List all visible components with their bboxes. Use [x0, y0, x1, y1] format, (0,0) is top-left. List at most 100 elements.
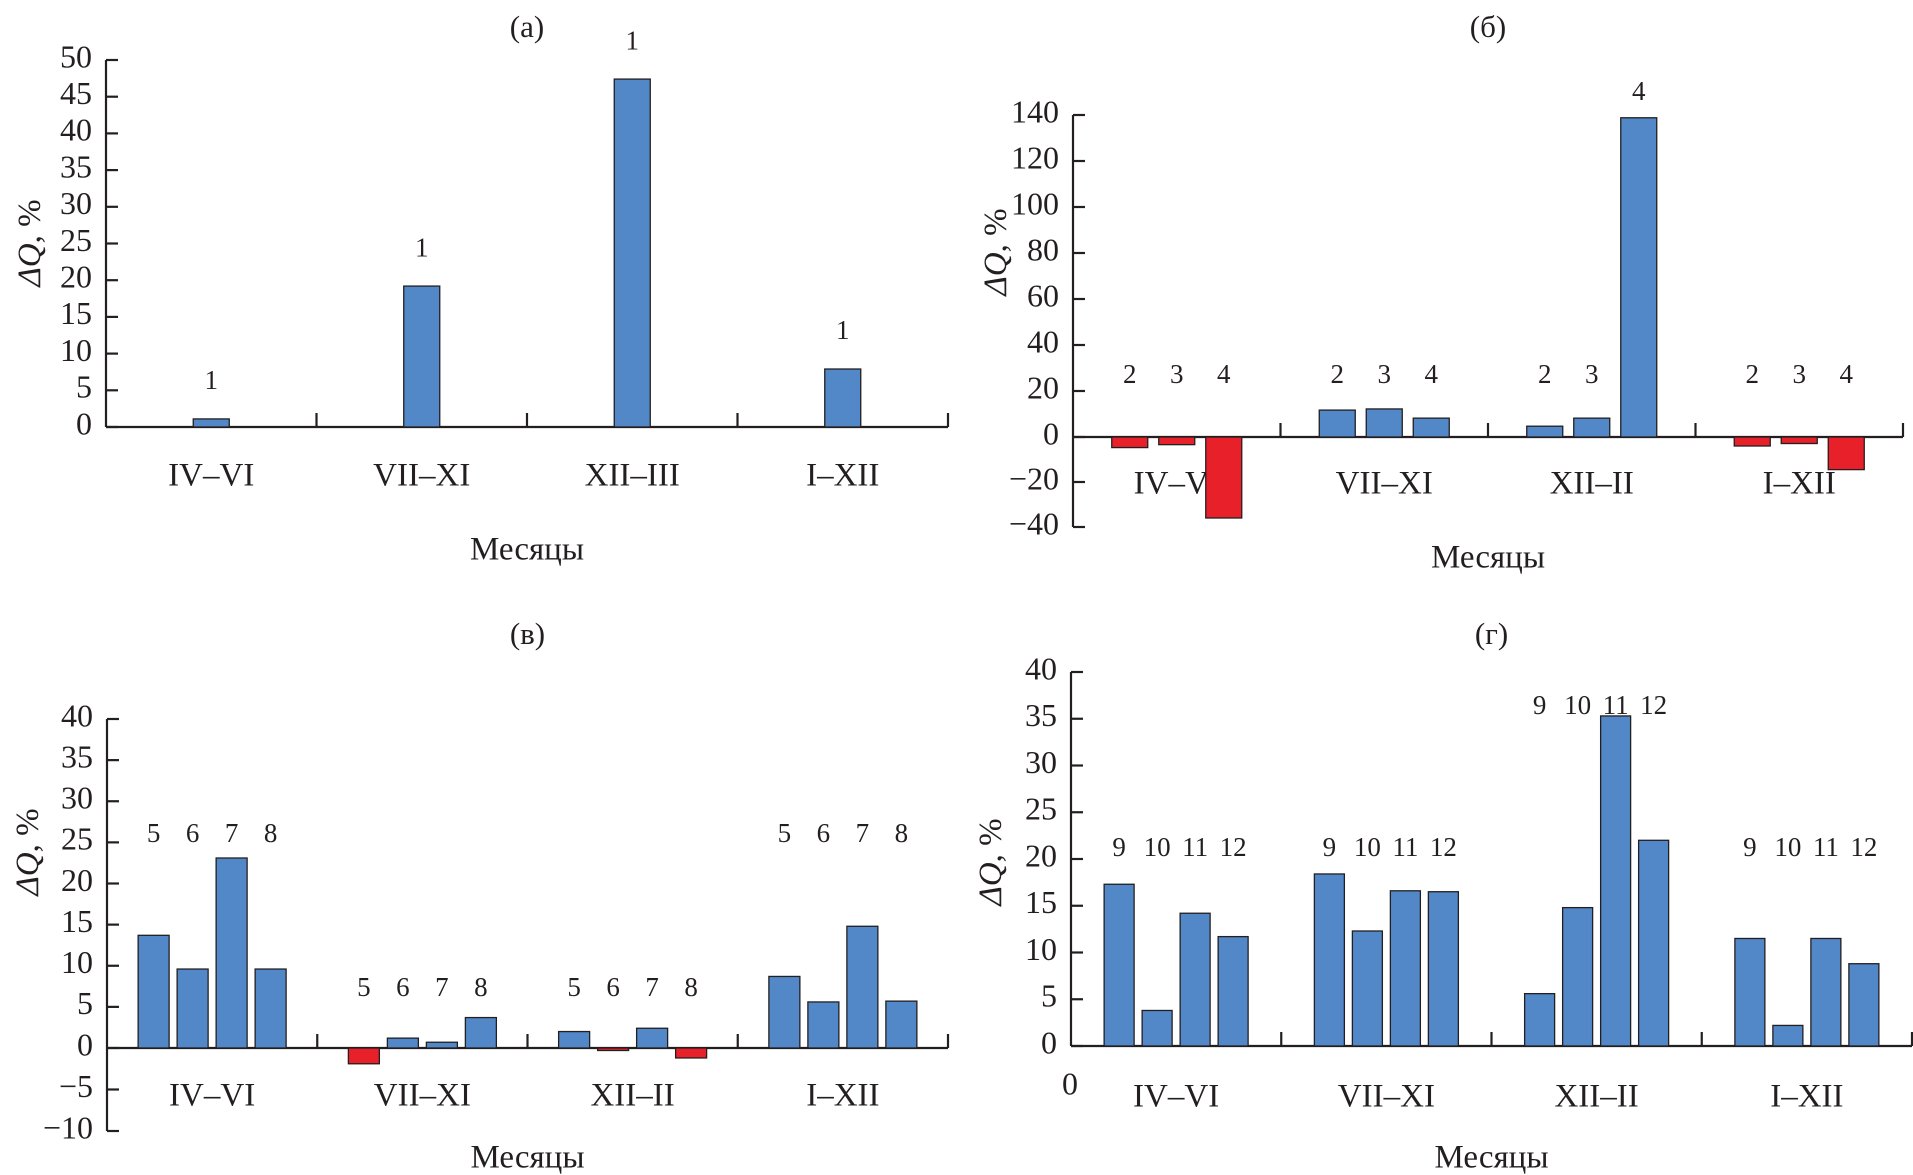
bar-g-2-series-11: [1389, 890, 1422, 1047]
x-category-label: IV–VI: [169, 1078, 255, 1114]
x-category-label: XII–II: [1550, 466, 1634, 502]
x-category-label: XII–II: [1554, 1079, 1638, 1115]
x-axis-label: Месяцы: [470, 1140, 584, 1175]
series-label: 12: [1850, 832, 1877, 862]
panel-title: (б): [1470, 9, 1506, 44]
series-label: 6: [186, 818, 200, 848]
bar-v-3-series-7: [635, 1027, 669, 1049]
y-tick-label: 10: [1025, 931, 1057, 967]
x-category-label: IV–VI: [168, 458, 254, 494]
panel-title: (а): [510, 9, 544, 44]
bar-a-3-series-1: [613, 78, 651, 428]
bar-g-1-series-12: [1217, 935, 1249, 1047]
series-label: 3: [1378, 359, 1392, 389]
series-label: 8: [684, 972, 698, 1002]
bar-b-4-series-2: [1733, 436, 1771, 447]
y-tick-label: 10: [60, 332, 92, 368]
y-tick-label: 30: [60, 185, 92, 221]
x-category-label: VII–XI: [1336, 466, 1433, 502]
bar-g-2-series-9: [1313, 873, 1346, 1047]
bar-b-1-series-3: [1158, 436, 1196, 446]
y-tick-label: −40: [1009, 505, 1059, 541]
bar-v-4-series-6: [807, 1001, 840, 1049]
y-tick-label: 5: [76, 369, 92, 405]
y-tick-label: 0: [76, 405, 92, 441]
bar-v-3-series-8: [674, 1047, 708, 1059]
panel-title: (в): [510, 616, 545, 651]
series-label: 1: [205, 365, 219, 395]
bar-b-1-series-4: [1205, 436, 1243, 519]
series-label: 7: [435, 972, 449, 1002]
bar-g-3-series-10: [1561, 906, 1594, 1047]
y-tick-label: 5: [77, 985, 93, 1021]
bar-b-3-series-4: [1620, 117, 1658, 438]
y-tick-label: 35: [60, 148, 92, 184]
bar-a-1-series-1: [192, 418, 230, 428]
y-tick-label: 25: [60, 222, 92, 258]
x-category-label: I–XII: [1763, 466, 1836, 502]
y-tick-label: 25: [61, 821, 93, 857]
series-label: 11: [1392, 832, 1418, 862]
y-axis-label: ΔQ, %: [12, 199, 48, 288]
series-label: 4: [1425, 359, 1439, 389]
bar-g-1-series-9: [1103, 883, 1135, 1047]
series-label: 8: [474, 972, 488, 1002]
bar-b-2-series-3: [1365, 408, 1403, 438]
series-label: 9: [1112, 832, 1126, 862]
bar-g-3-series-9: [1523, 992, 1556, 1047]
y-tick-label: 80: [1027, 231, 1059, 267]
bar-v-2-series-7: [425, 1041, 459, 1049]
y-tick-label: 40: [1027, 323, 1059, 359]
series-label: 11: [1182, 832, 1208, 862]
panel-g: (г) 0 5 10 15 20 25 30 35 40 IV–VI 9 10 11 12 VII–XI 9 10…: [973, 616, 1913, 1175]
y-tick-label: 140: [1011, 93, 1059, 129]
bar-g-4-series-10: [1772, 1024, 1804, 1047]
bar-v-4-series-8: [885, 1000, 918, 1049]
y-tick-label: 120: [1011, 139, 1059, 175]
series-label: 10: [1144, 832, 1171, 862]
y-tick-label: 40: [60, 112, 92, 148]
series-label: 9: [1743, 832, 1757, 862]
bar-v-2-series-6: [386, 1037, 420, 1049]
series-label: 3: [1170, 359, 1184, 389]
series-label: 1: [836, 315, 850, 345]
series-label: 12: [1640, 690, 1667, 720]
x-category-label: VII–XI: [1338, 1079, 1435, 1115]
series-label: 7: [645, 972, 659, 1002]
series-label: 12: [1430, 832, 1457, 862]
series-label: 6: [817, 818, 831, 848]
x-axis-label: Месяцы: [1431, 540, 1545, 576]
y-tick-label: 35: [61, 738, 93, 774]
y-tick-label: 20: [1027, 369, 1059, 405]
y-tick-label: −10: [43, 1109, 93, 1145]
x-category-label: XII–III: [585, 458, 680, 494]
bar-b-2-series-2: [1318, 409, 1356, 438]
y-tick-label: 15: [1025, 884, 1057, 920]
series-label: 1: [415, 232, 429, 262]
series-label: 2: [1746, 359, 1760, 389]
y-tick-label: 50: [60, 38, 92, 74]
y-tick-label: 25: [1025, 791, 1057, 827]
bar-b-1-series-2: [1111, 436, 1149, 449]
y-tick-label: 30: [1025, 744, 1057, 780]
series-label: 7: [856, 818, 870, 848]
bar-v-4-series-5: [768, 975, 801, 1049]
bar-v-1-series-8: [254, 968, 287, 1049]
bar-g-4-series-9: [1734, 937, 1766, 1047]
series-label: 6: [606, 972, 620, 1002]
series-label: 11: [1813, 832, 1839, 862]
y-tick-label: 45: [60, 75, 92, 111]
y-axis-label: ΔQ, %: [978, 208, 1014, 297]
bar-b-3-series-2: [1526, 425, 1564, 438]
x-category-label: VII–XI: [374, 1078, 471, 1114]
x-category-label: XII–II: [590, 1078, 674, 1114]
series-label: 7: [225, 818, 239, 848]
bar-v-4-series-7: [846, 925, 879, 1049]
y-tick-label: 20: [1025, 837, 1057, 873]
y-tick-label: 40: [1025, 650, 1057, 686]
y-tick-label: 5: [1041, 978, 1057, 1014]
